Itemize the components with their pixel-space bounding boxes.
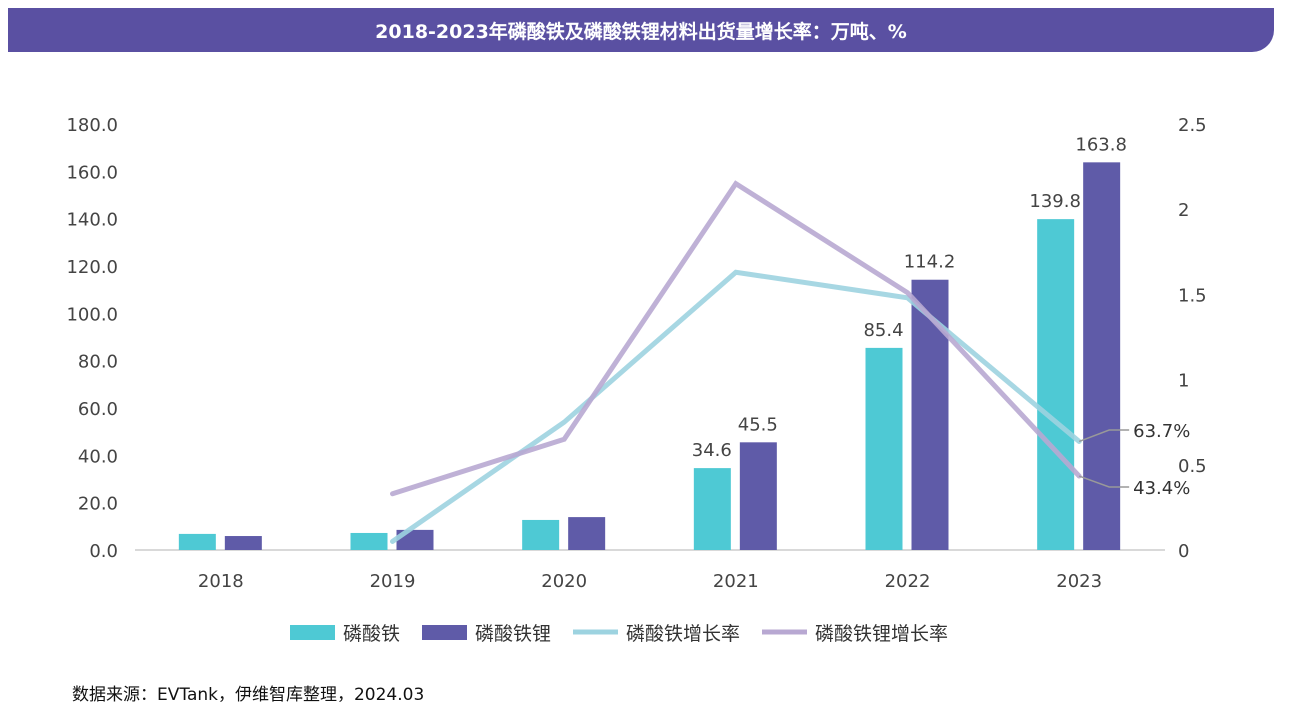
bar-label: 139.8 — [1029, 191, 1081, 212]
y-left-tick: 100.0 — [66, 304, 118, 325]
y-left-tick: 60.0 — [78, 399, 118, 420]
bar-label: 85.4 — [863, 320, 903, 341]
line-end-label: 43.4% — [1133, 478, 1190, 499]
bar — [693, 468, 731, 550]
y-left-tick: 0.0 — [89, 541, 118, 562]
chart-title-bar: 2018-2023年磷酸铁及磷酸铁锂材料出货量增长率：万吨、% — [8, 8, 1274, 52]
bar — [178, 533, 216, 550]
x-tick: 2021 — [713, 571, 759, 592]
y-right-tick: 2 — [1178, 200, 1189, 221]
bar-label: 163.8 — [1075, 134, 1127, 155]
y-left-tick: 160.0 — [66, 162, 118, 183]
y-left-tick: 180.0 — [66, 115, 118, 136]
bar — [568, 517, 606, 550]
legend-label: 磷酸铁 — [343, 623, 400, 645]
legend-label: 磷酸铁锂 — [475, 623, 551, 645]
y-right-tick: 1 — [1178, 371, 1189, 392]
source-note: 数据来源：EVTank，伊维智库整理，2024.03 — [72, 685, 425, 705]
y-left-tick: 140.0 — [66, 210, 118, 231]
leader-line — [1078, 429, 1130, 443]
y-left-tick: 40.0 — [78, 446, 118, 467]
bar — [865, 347, 903, 550]
bar — [350, 532, 388, 550]
line-end-label: 63.7% — [1133, 421, 1190, 442]
legend-label: 磷酸铁锂增长率 — [815, 623, 948, 645]
x-tick: 2022 — [885, 571, 931, 592]
bar — [1037, 219, 1075, 550]
bar-label: 114.2 — [904, 252, 956, 273]
leader-line — [1078, 475, 1130, 488]
legend-swatch — [422, 625, 467, 640]
y-right-tick: 1.5 — [1178, 285, 1207, 306]
growth-line — [390, 180, 1082, 497]
y-right-tick: 2.5 — [1178, 115, 1207, 136]
legend-swatch — [290, 625, 335, 640]
y-left-tick: 20.0 — [78, 494, 118, 515]
y-left-tick: 120.0 — [66, 257, 118, 278]
bar — [522, 519, 560, 550]
bar — [1083, 162, 1121, 550]
x-tick: 2018 — [198, 571, 244, 592]
bar — [224, 536, 262, 550]
growth-line — [390, 269, 1082, 544]
bar-label: 45.5 — [738, 414, 778, 435]
y-right-tick: 0 — [1178, 541, 1189, 562]
x-tick: 2020 — [541, 571, 587, 592]
x-tick: 2019 — [370, 571, 416, 592]
y-right-tick: 0.5 — [1178, 456, 1207, 477]
chart-title: 2018-2023年磷酸铁及磷酸铁锂材料出货量增长率：万吨、% — [375, 20, 907, 43]
bar-label: 34.6 — [692, 440, 732, 461]
x-tick: 2023 — [1056, 571, 1102, 592]
bar — [739, 442, 777, 550]
legend-label: 磷酸铁增长率 — [626, 623, 740, 645]
y-left-tick: 80.0 — [78, 352, 118, 373]
